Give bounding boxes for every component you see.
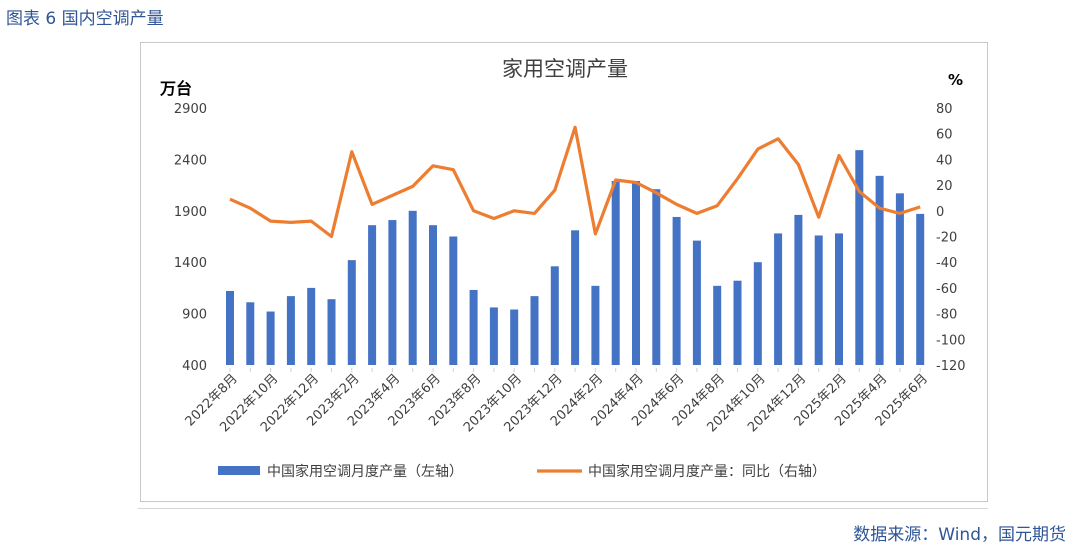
y-right-tick-label: -60: [936, 282, 957, 297]
y-left-tick-label: 900: [182, 308, 207, 323]
bar: [510, 309, 519, 365]
bar-series: [226, 150, 925, 365]
bar: [591, 285, 600, 365]
y-left-tick-label: 400: [182, 359, 207, 374]
y-axis-right-ticks: -120 -100 -80 -60 -40 -20 0 20 40 60 80: [936, 102, 966, 374]
bar: [895, 193, 904, 365]
bar: [246, 302, 255, 365]
bar: [408, 210, 417, 365]
legend-line-label: 中国家用空调月度产量：同比（右轴）: [588, 463, 826, 480]
bar: [347, 260, 356, 365]
bar: [429, 225, 437, 365]
bar: [611, 180, 620, 365]
bar: [713, 285, 722, 365]
y-right-tick-label: -120: [936, 359, 966, 374]
bar: [794, 214, 803, 365]
yoy-line-series: [229, 125, 921, 239]
y-axis-left-label: 万台: [159, 79, 192, 98]
bottom-divider: [138, 508, 988, 509]
bar: [632, 180, 640, 365]
data-source-note: 数据来源：Wind，国元期货: [853, 525, 1066, 545]
bar: [449, 236, 458, 365]
bar: [266, 311, 275, 365]
bar: [550, 266, 559, 365]
y-right-tick-label: 20: [936, 179, 953, 194]
bar: [814, 235, 823, 365]
y-right-tick-label: 0: [936, 205, 944, 220]
x-axis-tick-labels: 2022年8月2022年10月2022年12月2023年2月2023年4月202…: [183, 371, 931, 435]
bar: [489, 307, 498, 365]
bar: [530, 296, 539, 365]
y-left-tick-label: 2400: [174, 153, 207, 168]
bar: [368, 225, 377, 365]
y-left-tick-label: 2900: [174, 102, 207, 117]
bar: [286, 296, 295, 365]
bar: [327, 299, 336, 365]
bar: [307, 287, 316, 365]
legend-bar-swatch: [218, 466, 260, 475]
figure-caption: 图表 6 国内空调产量: [6, 9, 164, 29]
bar: [753, 262, 762, 365]
bar: [835, 233, 843, 365]
y-left-tick-label: 1400: [174, 256, 207, 271]
y-right-tick-label: 40: [936, 153, 953, 168]
bar: [692, 240, 701, 365]
y-right-tick-label: 60: [936, 128, 953, 143]
y-right-tick-label: -40: [936, 256, 957, 271]
legend: 中国家用空调月度产量（左轴） 中国家用空调月度产量：同比（右轴）: [218, 463, 826, 480]
bar: [571, 230, 580, 365]
bar: [916, 213, 925, 365]
chart-title: 家用空调产量: [502, 57, 628, 81]
x-axis-minor-ticks: [229, 368, 921, 372]
y-left-tick-label: 1900: [174, 205, 207, 220]
bar: [855, 150, 864, 365]
bar: [774, 233, 783, 365]
bar: [875, 175, 884, 365]
bar: [388, 220, 397, 365]
y-axis-left-ticks: 400 900 1400 1900 2400 2900: [174, 102, 207, 374]
y-right-tick-label: 80: [936, 102, 953, 117]
y-right-tick-label: -100: [936, 333, 966, 348]
y-right-tick-label: -80: [936, 308, 957, 323]
bar: [733, 280, 742, 365]
bar: [652, 189, 661, 365]
bar: [469, 289, 478, 365]
legend-bar-label: 中国家用空调月度产量（左轴）: [267, 463, 463, 480]
bar: [672, 216, 681, 365]
bar: [226, 290, 234, 365]
y-axis-right-label: %: [948, 71, 963, 89]
y-right-tick-label: -20: [936, 231, 957, 246]
chart-frame: [140, 42, 988, 502]
